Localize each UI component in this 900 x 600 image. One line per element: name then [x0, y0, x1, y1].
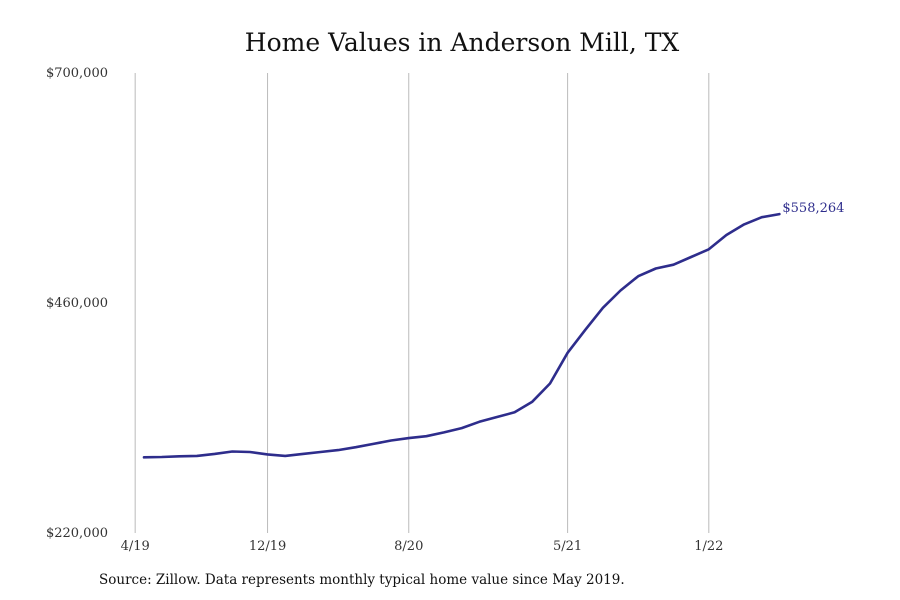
chart-title: Home Values in Anderson Mill, TX	[245, 28, 680, 57]
series-line	[142, 212, 781, 459]
y-tick-label: $220,000	[46, 526, 108, 541]
series-group: $558,264	[142, 201, 844, 459]
x-axis-labels: 4/19 12/19 8/20 5/21 1/22	[121, 539, 724, 554]
gridlines	[134, 73, 710, 533]
y-axis-labels: $220,000 $460,000 $700,000	[46, 66, 108, 541]
x-tick-label: 5/21	[553, 539, 582, 554]
y-tick-label: $460,000	[46, 296, 108, 311]
source-note: Source: Zillow. Data represents monthly …	[99, 572, 625, 588]
x-tick-label: 12/19	[249, 539, 286, 554]
end-value-label: $558,264	[782, 201, 844, 216]
x-tick-label: 4/19	[121, 539, 150, 554]
x-tick-label: 1/22	[694, 539, 723, 554]
y-tick-label: $700,000	[46, 66, 108, 81]
x-tick-label: 8/20	[394, 539, 423, 554]
